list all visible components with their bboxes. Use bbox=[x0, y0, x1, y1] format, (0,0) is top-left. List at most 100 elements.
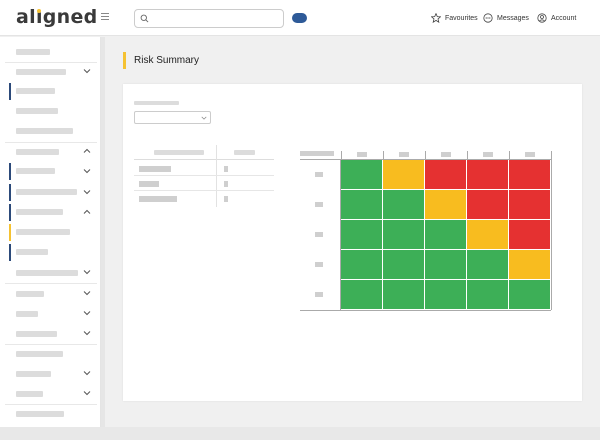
sidebar-item[interactable] bbox=[0, 106, 100, 126]
star-icon bbox=[431, 13, 441, 23]
heatmap-cell-red[interactable] bbox=[467, 190, 509, 220]
chevron-down-icon bbox=[83, 69, 91, 74]
chevron-down-icon bbox=[201, 116, 207, 120]
chevron-down-icon bbox=[83, 190, 91, 195]
heatmap-column-label bbox=[383, 151, 425, 160]
risk-heatmap bbox=[300, 151, 553, 311]
heatmap-row-label bbox=[300, 190, 341, 220]
sidebar-item[interactable] bbox=[0, 349, 100, 369]
heatmap-cell-yellow[interactable] bbox=[509, 250, 551, 280]
heatmap-cell-green[interactable] bbox=[509, 280, 551, 310]
search-toggle[interactable] bbox=[292, 13, 307, 23]
heatmap-cell-green[interactable] bbox=[341, 160, 383, 190]
sidebar-scrollbar[interactable] bbox=[101, 37, 105, 427]
sidebar-item[interactable] bbox=[0, 244, 100, 264]
table-row[interactable] bbox=[134, 177, 274, 191]
sidebar-item[interactable] bbox=[0, 83, 100, 103]
sidebar-item[interactable] bbox=[0, 126, 100, 146]
heatmap-cell-red[interactable] bbox=[509, 160, 551, 190]
hamburger-menu-icon[interactable] bbox=[101, 13, 109, 22]
user-icon bbox=[537, 13, 547, 23]
messages-label: Messages bbox=[497, 14, 529, 22]
heatmap-cell-red[interactable] bbox=[509, 190, 551, 220]
heatmap-cell-green[interactable] bbox=[383, 280, 425, 310]
favourites-label: Favourites bbox=[445, 14, 478, 22]
heatmap-cell-green[interactable] bbox=[341, 250, 383, 280]
sidebar-nav bbox=[0, 37, 101, 427]
heatmap-row-label bbox=[300, 220, 341, 250]
table-row[interactable] bbox=[134, 192, 274, 206]
messages-link[interactable]: Messages bbox=[483, 12, 529, 24]
sidebar-item[interactable] bbox=[0, 184, 100, 204]
summary-table bbox=[134, 145, 274, 207]
heatmap-cell-green[interactable] bbox=[383, 220, 425, 250]
heatmap-cell-green[interactable] bbox=[383, 190, 425, 220]
heatmap-axis-header bbox=[300, 151, 334, 156]
table-header bbox=[134, 145, 274, 160]
sidebar-item[interactable] bbox=[0, 147, 100, 167]
heatmap-column-label bbox=[509, 151, 551, 160]
heatmap-cell-green[interactable] bbox=[425, 250, 467, 280]
heatmap-gridline bbox=[300, 159, 551, 160]
heatmap-row-label bbox=[300, 160, 341, 190]
search-icon bbox=[140, 14, 149, 23]
heatmap-column-label bbox=[425, 151, 467, 160]
account-link[interactable]: Account bbox=[537, 12, 576, 24]
sidebar-item[interactable] bbox=[0, 389, 100, 409]
sidebar-item[interactable] bbox=[0, 309, 100, 329]
page-title: Risk Summary bbox=[134, 55, 200, 66]
chevron-down-icon bbox=[83, 391, 91, 396]
sidebar-item[interactable] bbox=[0, 47, 100, 67]
table-row[interactable] bbox=[134, 162, 274, 176]
chevron-down-icon bbox=[83, 371, 91, 376]
heatmap-cell-green[interactable] bbox=[341, 190, 383, 220]
heatmap-cell-green[interactable] bbox=[425, 220, 467, 250]
sidebar-item[interactable] bbox=[0, 409, 100, 429]
sidebar-item[interactable] bbox=[0, 67, 100, 87]
heatmap-cell-yellow[interactable] bbox=[383, 160, 425, 190]
heatmap-cell-green[interactable] bbox=[341, 220, 383, 250]
chevron-down-icon bbox=[83, 270, 91, 275]
chevron-down-icon bbox=[83, 291, 91, 296]
account-label: Account bbox=[551, 14, 577, 22]
heatmap-row-label bbox=[300, 250, 341, 280]
chevron-down-icon bbox=[83, 311, 91, 316]
heatmap-cell-red[interactable] bbox=[509, 220, 551, 250]
sidebar-item[interactable] bbox=[0, 289, 100, 309]
heatmap-cell-red[interactable] bbox=[425, 160, 467, 190]
heatmap-cell-green[interactable] bbox=[383, 250, 425, 280]
favourites-link[interactable]: Favourites bbox=[431, 12, 478, 24]
heatmap-cell-yellow[interactable] bbox=[467, 220, 509, 250]
heatmap-gridline bbox=[551, 151, 552, 310]
heatmap-cell-red[interactable] bbox=[467, 160, 509, 190]
heatmap-cell-green[interactable] bbox=[425, 280, 467, 310]
chat-icon bbox=[483, 13, 493, 23]
chevron-up-icon bbox=[83, 209, 91, 214]
heatmap-cell-yellow[interactable] bbox=[425, 190, 467, 220]
filter-select[interactable] bbox=[134, 111, 211, 124]
heatmap-row-label bbox=[300, 280, 341, 310]
chevron-down-icon bbox=[83, 331, 91, 336]
sidebar-item[interactable] bbox=[0, 268, 100, 288]
heatmap-gridline bbox=[300, 310, 551, 311]
sidebar-item[interactable] bbox=[0, 369, 100, 389]
sidebar-item[interactable] bbox=[0, 163, 100, 183]
sidebar-item-active[interactable] bbox=[0, 224, 100, 244]
search-input[interactable] bbox=[153, 12, 279, 25]
title-accent bbox=[123, 52, 126, 69]
sidebar-item[interactable] bbox=[0, 204, 100, 224]
chevron-up-icon bbox=[83, 148, 91, 153]
sidebar-item[interactable] bbox=[0, 329, 100, 349]
heatmap-cell-green[interactable] bbox=[467, 280, 509, 310]
risk-summary-card bbox=[123, 84, 582, 401]
heatmap-column-label bbox=[467, 151, 509, 160]
heatmap-cell-green[interactable] bbox=[467, 250, 509, 280]
chevron-down-icon bbox=[83, 169, 91, 174]
app-logo[interactable]: alı gned bbox=[16, 6, 98, 28]
filter-label bbox=[134, 101, 179, 105]
heatmap-cell-green[interactable] bbox=[341, 280, 383, 310]
top-header: alı gned Favourites Messages Account bbox=[0, 0, 600, 36]
footer-band bbox=[0, 427, 600, 440]
search-box[interactable] bbox=[134, 9, 284, 28]
heatmap-column-label bbox=[341, 151, 383, 160]
